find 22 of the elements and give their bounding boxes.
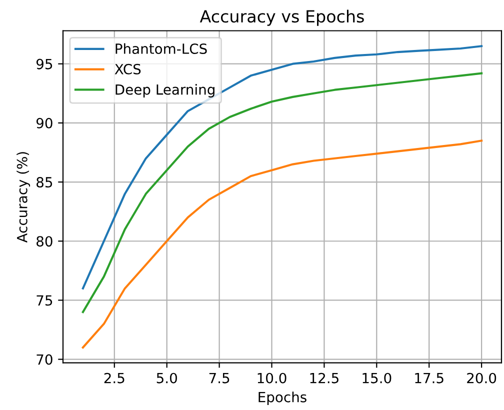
chart-title: Accuracy vs Epochs <box>200 10 364 26</box>
line-series <box>82 45 483 290</box>
y-tick-label: 90 <box>36 118 52 128</box>
x-tick-label: 2.5 <box>104 372 124 384</box>
x-tick-label: 5.0 <box>156 372 177 384</box>
y-tick-label: 70 <box>36 354 52 365</box>
y-tick-label: 75 <box>36 295 52 306</box>
x-tick-label: 10.0 <box>258 372 286 384</box>
x-tick-label: 12.5 <box>310 372 338 384</box>
line-series <box>82 140 483 349</box>
y-tick-label: 80 <box>36 236 52 247</box>
x-axis-title: Epochs <box>258 392 306 406</box>
x-tick-label: 15.0 <box>362 372 392 384</box>
x-tick-label: 20.0 <box>467 372 496 384</box>
legend-label: Deep Learning <box>116 84 214 98</box>
y-tick-label: 95 <box>36 58 52 70</box>
y-tick-label: 85 <box>36 176 52 188</box>
y-axis-title: Accuracy (%) <box>16 152 30 243</box>
x-tick-label: 7.5 <box>209 373 230 384</box>
x-tick-label: 17.5 <box>415 373 444 384</box>
legend-label: Phantom-LCS <box>116 43 207 54</box>
legend-label: XCS <box>114 64 141 74</box>
